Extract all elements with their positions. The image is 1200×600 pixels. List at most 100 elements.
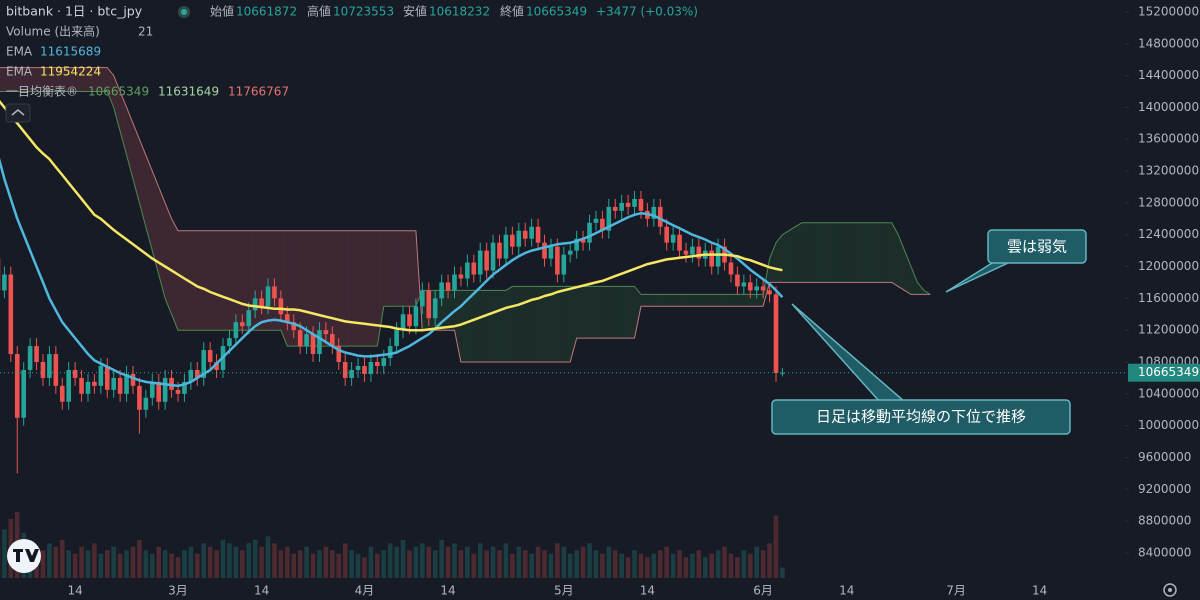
collapse-button[interactable] (5, 103, 31, 123)
logo[interactable] (7, 539, 41, 573)
volume-bar (162, 550, 168, 578)
cloud-fill (608, 286, 616, 339)
cloud-fill (660, 294, 667, 307)
cloud-fill (595, 286, 603, 339)
cloud-fill (42, 67, 50, 92)
volume-bar (715, 550, 721, 578)
candle-body (651, 206, 657, 219)
volume-bar (548, 553, 554, 578)
volume-bar (413, 546, 419, 578)
candle-body (477, 250, 483, 275)
cloud-fill (377, 230, 384, 347)
volume-bar (760, 550, 766, 578)
cloud-fill (370, 230, 378, 347)
candle-body (715, 246, 721, 267)
cloud-fill (480, 290, 487, 363)
volume-bar (188, 546, 194, 578)
candle-body (355, 365, 361, 370)
cloud-fill (17, 67, 24, 92)
volume-bar (535, 546, 541, 578)
callout-box (771, 399, 1071, 435)
cloud-fill (698, 294, 706, 307)
cloud-fill (235, 230, 243, 331)
cloud-fill (473, 290, 481, 363)
candle-body (606, 206, 612, 231)
cloud-fill (538, 286, 545, 363)
cloud-fill (743, 294, 751, 307)
volume-bar (265, 536, 271, 578)
volume-bar (561, 546, 567, 578)
candle-body (66, 369, 71, 402)
candle-body (394, 330, 399, 347)
cloud-fill (351, 230, 359, 347)
cloud-fill (872, 222, 879, 283)
candle-body (375, 362, 380, 366)
volume-bar (246, 543, 252, 578)
cloud-fill (782, 230, 789, 283)
volume-bar (53, 546, 59, 578)
candle-body (336, 346, 342, 363)
cloud-fill (126, 107, 133, 180)
ohlc-label: 終値 (500, 4, 524, 19)
cloud-fill (293, 230, 301, 347)
volume-bar (252, 539, 258, 578)
y-tick-label: 12000000 (1138, 259, 1199, 273)
candle-body (683, 250, 689, 255)
candle-body (465, 262, 470, 279)
cloud-fill (100, 67, 108, 92)
cloud-fill (750, 294, 757, 307)
cloud-fill (319, 230, 326, 347)
candle-body (323, 330, 329, 335)
y-tick-label: 13200000 (1138, 164, 1199, 178)
cloud-fill (113, 75, 121, 132)
x-tick-label: 14 (839, 584, 854, 598)
candle-body (85, 381, 91, 394)
candle-body (194, 369, 200, 378)
cloud-fill (280, 230, 288, 347)
volume-bar (381, 550, 387, 578)
volume-bar (773, 515, 779, 578)
volume-bar (169, 553, 174, 578)
candle-body (426, 290, 432, 319)
ohlc-value: 10618232 (429, 5, 490, 19)
cloud-fill (4, 67, 11, 92)
candle-body (201, 350, 207, 378)
candle-body (188, 369, 194, 382)
candle-body (535, 226, 541, 243)
cloud-fill (229, 230, 236, 331)
candle-body (677, 234, 682, 251)
candle-body (529, 226, 534, 239)
cloud-fill (55, 67, 63, 92)
cloud-fill (75, 67, 82, 92)
candle-body (670, 234, 676, 243)
cloud-fill (313, 230, 320, 347)
candle-body (490, 242, 496, 271)
volume-bar (66, 550, 71, 578)
ohlc-value: 10661872 (236, 5, 297, 19)
y-tick-label: 14400000 (1138, 68, 1199, 82)
cloud-fill (87, 67, 95, 92)
volume-bar (259, 546, 264, 578)
candle-body (27, 346, 33, 370)
volume-bar (375, 553, 380, 578)
cloud-fill (788, 226, 796, 283)
indicator-name: 一目均衡表® (6, 85, 78, 99)
cloud-fill (390, 230, 397, 307)
x-tick-label: 14 (1032, 584, 1047, 598)
x-tick-label: 2月 (0, 584, 1, 598)
cloud-fill (846, 222, 854, 283)
indicator-value: 10665349 (88, 85, 149, 99)
cloud-fill (94, 67, 101, 92)
candle-body (413, 306, 419, 327)
candle-body (297, 330, 303, 347)
volume-bar (432, 550, 438, 578)
volume-bar (780, 567, 785, 578)
candle-body (445, 282, 451, 291)
y-tick-label: 9600000 (1138, 450, 1191, 464)
candle-body (310, 334, 316, 355)
cloud-fill (640, 294, 648, 307)
candle-body (214, 362, 219, 370)
settings-icon[interactable] (1163, 583, 1177, 597)
candle-body (92, 381, 97, 386)
cloud-fill (512, 286, 519, 363)
